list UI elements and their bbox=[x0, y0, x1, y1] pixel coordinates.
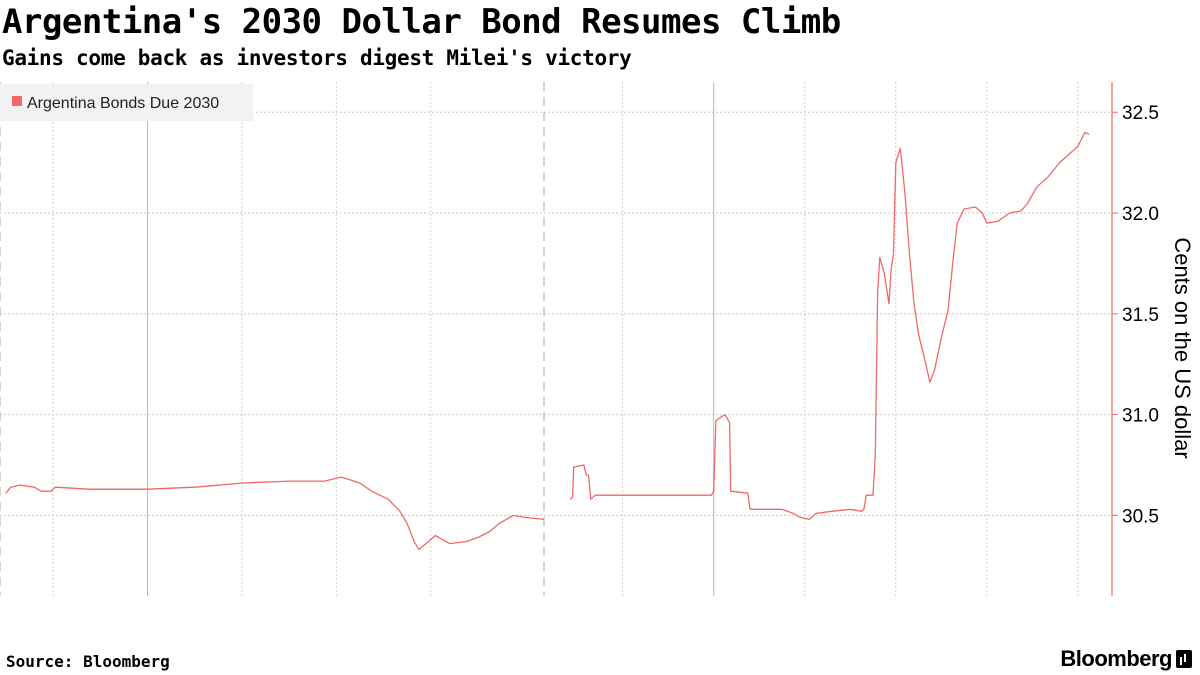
y-tick-label: 32.0 bbox=[1122, 204, 1159, 225]
y-axis: 30.5 31.0 31.5 32.0 32.5 bbox=[1111, 82, 1159, 596]
legend-background bbox=[0, 84, 253, 121]
y-axis-label: Cents on the US dollar bbox=[1170, 237, 1195, 458]
legend: Argentina Bonds Due 2030 bbox=[0, 84, 253, 121]
plot-area bbox=[5, 131, 1090, 551]
chart-subtitle: Gains come back as investors digest Mile… bbox=[2, 46, 632, 70]
line-chart: 30.531.031.532.032.5 20:0000:0004:0008:0… bbox=[0, 82, 1195, 596]
series-line-bonds-2030 bbox=[5, 476, 545, 551]
y-tick-label: 32.5 bbox=[1122, 103, 1159, 124]
y-tick-label: 31.5 bbox=[1122, 305, 1159, 326]
y-tick-label: 30.5 bbox=[1122, 506, 1159, 527]
source-note: Source: Bloomberg bbox=[6, 652, 170, 671]
bloomberg-logo: Bloomberg bbox=[1060, 646, 1192, 672]
legend-label: Argentina Bonds Due 2030 bbox=[27, 95, 219, 112]
session-dividers bbox=[0, 82, 545, 596]
series-line-bonds-2030 bbox=[569, 131, 1090, 521]
y-tick-label: 31.0 bbox=[1122, 406, 1159, 427]
gridlines bbox=[0, 82, 1112, 596]
brand-name: Bloomberg bbox=[1060, 646, 1172, 671]
legend-swatch bbox=[12, 96, 22, 106]
bloomberg-chart-icon bbox=[1176, 650, 1192, 668]
chart-title: Argentina's 2030 Dollar Bond Resumes Cli… bbox=[2, 2, 841, 42]
